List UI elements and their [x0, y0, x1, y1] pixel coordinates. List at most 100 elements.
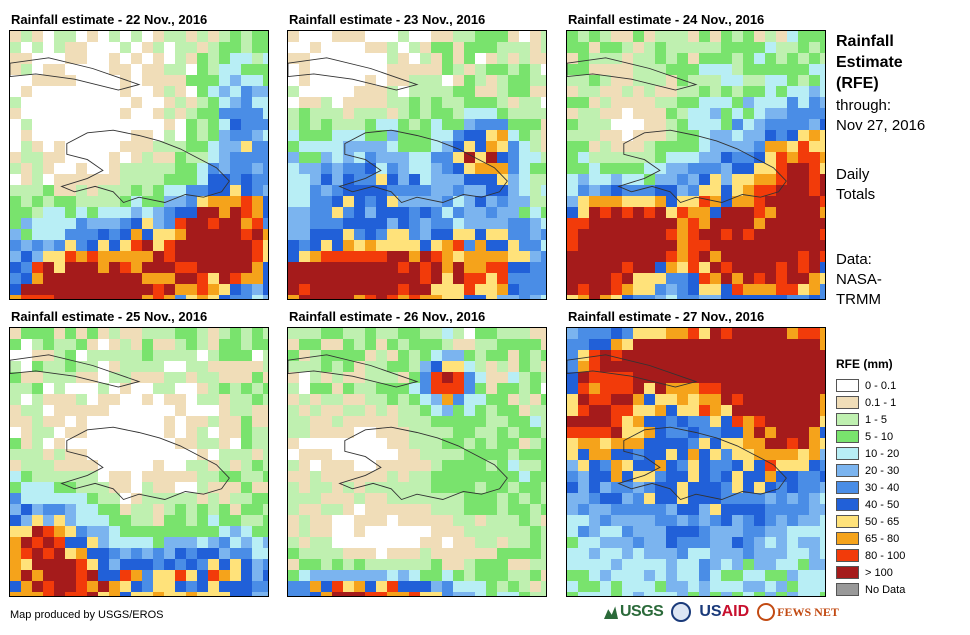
rainfall-cell — [321, 537, 332, 548]
rainfall-cell — [622, 394, 633, 405]
rainfall-cell — [567, 86, 578, 97]
rainfall-cell — [567, 64, 578, 75]
rainfall-cell — [109, 284, 120, 295]
rainfall-cell — [464, 152, 475, 163]
rainfall-cell — [252, 372, 263, 383]
rainfall-cell — [310, 207, 321, 218]
rainfall-cell — [431, 482, 442, 493]
rainfall-cell — [43, 427, 54, 438]
rainfall-cell — [776, 449, 787, 460]
rainfall-cell — [710, 185, 721, 196]
rainfall-cell — [420, 328, 431, 339]
map-canvas — [10, 31, 268, 299]
rainfall-cell — [453, 449, 464, 460]
rainfall-cell — [131, 273, 142, 284]
rainfall-cell — [486, 581, 497, 592]
rainfall-cell — [530, 108, 541, 119]
rainfall-cell — [65, 328, 76, 339]
rainfall-cell — [208, 119, 219, 130]
legend-row: 1 - 5 — [836, 411, 905, 428]
rainfall-cell — [365, 75, 376, 86]
rainfall-cell — [611, 339, 622, 350]
rainfall-cell — [519, 42, 530, 53]
rainfall-cell — [65, 262, 76, 273]
rainfall-cell — [354, 251, 365, 262]
rainfall-cell — [677, 537, 688, 548]
rainfall-cell — [710, 438, 721, 449]
rainfall-cell — [567, 537, 578, 548]
rainfall-cell — [530, 130, 541, 141]
rainfall-cell — [765, 75, 776, 86]
rainfall-cell — [387, 97, 398, 108]
rainfall-cell — [310, 504, 321, 515]
rainfall-cell — [354, 471, 365, 482]
rainfall-cell — [263, 251, 268, 262]
rainfall-cell — [186, 229, 197, 240]
rainfall-cell — [21, 273, 32, 284]
rainfall-cell — [519, 372, 530, 383]
rainfall-cell — [765, 97, 776, 108]
rainfall-cell — [721, 185, 732, 196]
rainfall-cell — [611, 361, 622, 372]
through-date: Nov 27, 2016 — [836, 117, 926, 134]
rainfall-cell — [589, 108, 600, 119]
rainfall-cell — [809, 53, 820, 64]
rainfall-cell — [142, 152, 153, 163]
rainfall-cell — [175, 339, 186, 350]
rainfall-cell — [666, 284, 677, 295]
rainfall-cell — [387, 471, 398, 482]
rainfall-cell — [54, 207, 65, 218]
rainfall-cell — [743, 416, 754, 427]
rainfall-cell — [666, 185, 677, 196]
rainfall-cell — [497, 251, 508, 262]
rainfall-cell — [87, 482, 98, 493]
rainfall-cell — [754, 383, 765, 394]
rainfall-cell — [263, 394, 268, 405]
rainfall-cell — [230, 416, 241, 427]
rainfall-cell — [409, 405, 420, 416]
rainfall-cell — [208, 372, 219, 383]
rainfall-cell — [332, 273, 343, 284]
rainfall-cell — [219, 570, 230, 581]
rainfall-cell — [809, 174, 820, 185]
rainfall-cell — [486, 405, 497, 416]
rainfall-cell — [464, 537, 475, 548]
rainfall-cell — [677, 251, 688, 262]
rainfall-cell — [332, 196, 343, 207]
rainfall-cell — [131, 284, 142, 295]
rainfall-cell — [541, 152, 546, 163]
rainfall-cell — [787, 537, 798, 548]
rainfall-cell — [519, 196, 530, 207]
rainfall-cell — [65, 559, 76, 570]
rainfall-cell — [798, 218, 809, 229]
rainfall-cell — [497, 64, 508, 75]
rainfall-cell — [197, 438, 208, 449]
rainfall-cell — [497, 559, 508, 570]
rainfall-cell — [142, 592, 153, 596]
rainfall-cell — [666, 537, 677, 548]
rainfall-cell — [431, 361, 442, 372]
rainfall-cell — [442, 460, 453, 471]
rainfall-cell — [475, 174, 486, 185]
rainfall-cell — [208, 570, 219, 581]
panel-title-25: Rainfall estimate - 25 Nov., 2016 — [11, 309, 208, 324]
rainfall-cell — [688, 559, 699, 570]
rainfall-cell — [677, 273, 688, 284]
rainfall-cell — [765, 581, 776, 592]
rainfall-cell — [175, 251, 186, 262]
rainfall-cell — [567, 273, 578, 284]
rainfall-cell — [263, 53, 268, 64]
rainfall-cell — [164, 174, 175, 185]
rainfall-cell — [710, 449, 721, 460]
rainfall-cell — [611, 229, 622, 240]
rainfall-cell — [721, 471, 732, 482]
rainfall-cell — [721, 273, 732, 284]
rainfall-cell — [453, 273, 464, 284]
rainfall-cell — [743, 350, 754, 361]
rainfall-cell — [10, 273, 21, 284]
rainfall-cell — [310, 251, 321, 262]
rainfall-cell — [219, 449, 230, 460]
rainfall-cell — [164, 273, 175, 284]
rainfall-cell — [354, 383, 365, 394]
rainfall-cell — [354, 284, 365, 295]
